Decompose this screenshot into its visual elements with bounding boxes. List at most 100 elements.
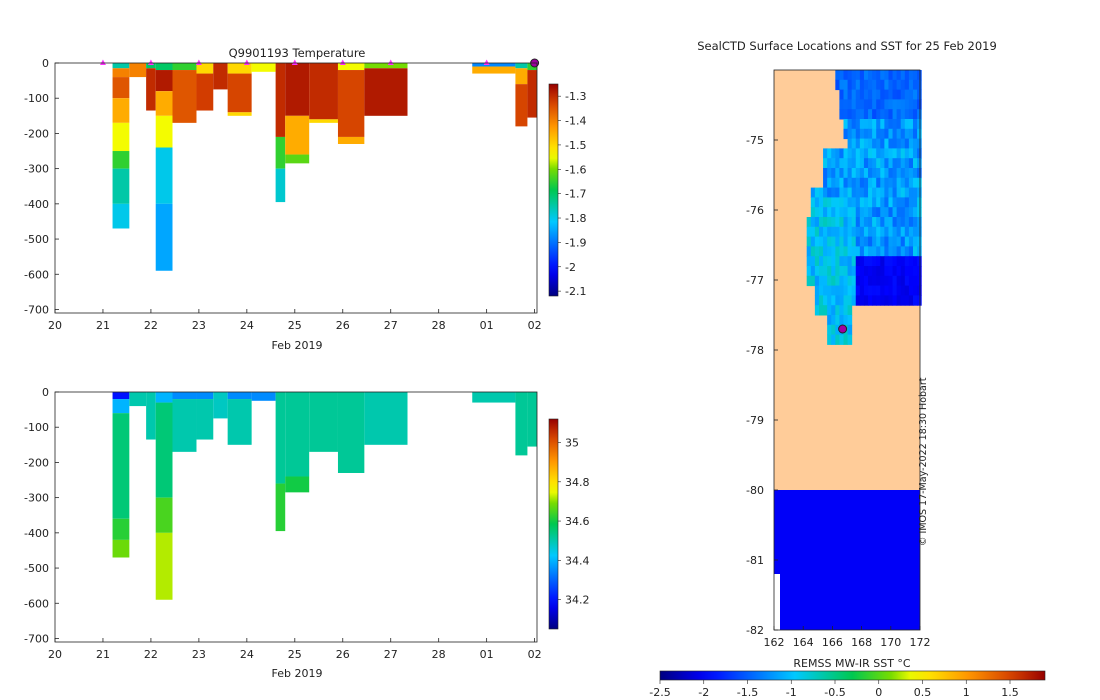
- sst-cell: [827, 168, 832, 179]
- sst-cell: [900, 158, 906, 169]
- sst-cell: [896, 285, 902, 296]
- sst-cell: [823, 246, 828, 257]
- temperature-colorbar-ticks: -1.3 -1.4 -1.5 -1.6 -1.7 -1.8 -1.9 -2 -2.1: [558, 90, 586, 298]
- salinity-axes-box: [54, 391, 538, 643]
- t-profile-10-layer-2: [285, 154, 310, 164]
- sst-cell: [855, 89, 861, 100]
- sst-cell: [863, 128, 869, 140]
- sst-cell: [831, 256, 836, 267]
- sst-cell: [818, 226, 824, 238]
- sst-cell: [823, 275, 828, 287]
- sst-cell: [806, 275, 812, 287]
- t-profile-13-layer-0: [364, 63, 408, 69]
- sst-cell: [892, 168, 898, 179]
- sst-cell: [810, 246, 816, 257]
- sst-cell: [872, 187, 877, 198]
- x-tick-label: 20: [48, 319, 62, 332]
- s-profile-6-layer-0: [213, 392, 228, 419]
- profile-marker: [387, 59, 394, 65]
- sst-cell: [868, 158, 873, 169]
- sst-cell: [847, 324, 853, 336]
- sst-cell: [896, 266, 902, 277]
- sst-cell: [876, 177, 881, 189]
- s-profile-3-layer-0: [155, 392, 173, 403]
- sst-cell: [835, 295, 840, 306]
- sst-cell: [839, 236, 844, 247]
- t-profile-3-layer-4: [155, 147, 173, 204]
- sst-cell: [859, 285, 865, 296]
- sst-cell: [843, 226, 849, 238]
- sst-cell: [843, 109, 849, 120]
- sst-cell: [876, 128, 881, 140]
- sst-cell: [896, 275, 902, 287]
- map-y-tick-label: -78: [746, 344, 764, 357]
- sst-cell: [847, 295, 853, 306]
- map-y-tick-label: -76: [746, 204, 764, 217]
- sst-cell: [880, 285, 885, 296]
- sst-cell: [831, 168, 836, 179]
- sst-cell: [859, 138, 865, 149]
- sst-cell: [823, 187, 828, 198]
- sst-cell: [892, 177, 898, 189]
- sst-cell: [888, 266, 894, 277]
- sst-cell: [843, 148, 849, 159]
- t-profile-3-layer-0: [155, 63, 173, 71]
- sst-cell: [904, 187, 910, 198]
- sst-cell: [827, 187, 832, 198]
- sst-cell: [912, 109, 918, 120]
- sst-cell: [884, 187, 889, 198]
- sst-cell: [908, 275, 914, 287]
- t-profile-0-layer-7: [112, 203, 130, 229]
- sst-cell: [892, 138, 898, 149]
- sst-cell: [843, 275, 849, 287]
- map-y-tick-label: -80: [746, 484, 764, 497]
- sst-cell: [912, 187, 918, 198]
- sst-cell: [823, 158, 828, 169]
- sst-cell: [818, 236, 824, 247]
- t-profile-0-layer-4: [112, 122, 130, 152]
- temperature-colorbar: [548, 83, 559, 297]
- sst-cell: [904, 285, 910, 296]
- salinity-colorbar: [548, 418, 559, 630]
- sst-cell: [900, 177, 906, 189]
- s-profile-8-layer-0: [251, 392, 276, 401]
- sst-cell: [835, 207, 840, 218]
- sst-cell: [917, 285, 922, 296]
- t-profile-2-layer-0: [146, 63, 156, 69]
- sst-cell: [855, 168, 861, 179]
- y-tick-label: -200: [24, 127, 49, 140]
- sst-cell: [876, 70, 881, 81]
- sst-cell: [855, 128, 861, 140]
- sst-cell: [872, 109, 877, 120]
- sst-cell: [900, 236, 906, 247]
- sst-cell: [843, 285, 849, 296]
- sst-cell: [847, 285, 853, 296]
- sst-cell: [876, 89, 881, 100]
- sst-cell: [908, 177, 914, 189]
- current-position-marker: [838, 324, 848, 334]
- sst-cell: [855, 197, 861, 208]
- sst-cell: [835, 168, 840, 179]
- sst-cell: [880, 226, 885, 238]
- sst-cell: [872, 177, 877, 189]
- sst-cell: [896, 187, 902, 198]
- sst-cell: [876, 285, 881, 296]
- sst-cell: [847, 187, 853, 198]
- sst-cell: [847, 119, 853, 130]
- sst-cell: [855, 70, 861, 81]
- sst-cell: [868, 236, 873, 247]
- sst-cell: [847, 315, 853, 326]
- sst-cell: [839, 79, 844, 91]
- sst-cell: [892, 187, 898, 198]
- sst-cell: [912, 236, 918, 247]
- sst-colorbar-tick-label: -2.5: [649, 686, 670, 699]
- sst-cell: [863, 275, 869, 287]
- sst-cell: [843, 158, 849, 169]
- sst-cell: [855, 79, 861, 91]
- t-profile-10-layer-0: [285, 63, 310, 116]
- sst-cell: [884, 285, 889, 296]
- sst-cell: [851, 109, 857, 120]
- sst-cell: [884, 177, 889, 189]
- sst-cell: [908, 119, 914, 130]
- sst-cell: [917, 109, 922, 120]
